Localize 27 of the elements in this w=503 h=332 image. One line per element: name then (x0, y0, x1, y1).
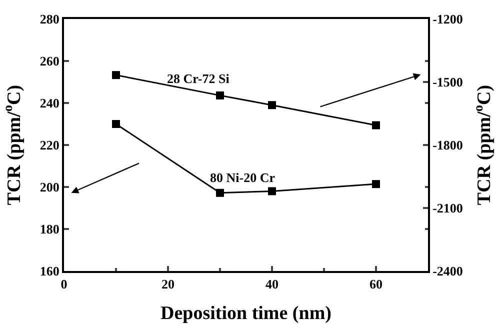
y-tick-label: 160 (40, 264, 60, 279)
y2-tick-label: -2400 (432, 264, 463, 279)
point (216, 91, 224, 100)
y2-tick-label: -1200 (432, 12, 463, 27)
x-axis-title: Deposition time (nm) (160, 302, 332, 324)
y-tick-label: 280 (40, 12, 60, 27)
y-tick-label: 180 (40, 222, 60, 237)
point (372, 180, 380, 188)
point (268, 187, 276, 196)
y2-tick-label: -1800 (432, 138, 463, 153)
y-tick-label: 240 (40, 96, 60, 111)
point (112, 71, 120, 80)
series-label: 28 Cr-72 Si (167, 71, 230, 86)
y2-tick-label: -2100 (432, 200, 463, 216)
series-label: 80 Ni-20 Cr (210, 170, 276, 185)
point (268, 101, 276, 110)
x-tick-label: 0 (60, 276, 68, 292)
x-tick-label: 60 (370, 276, 382, 292)
point (216, 188, 224, 197)
y-tick-label: 260 (40, 54, 60, 69)
x-tick-label: 20 (162, 276, 174, 292)
y-tick-label: 200 (40, 180, 60, 195)
y2-tick-label: -1500 (432, 74, 463, 90)
y-tick-label: 220 (40, 138, 60, 153)
point (112, 120, 120, 128)
point (372, 121, 380, 130)
x-tick-label: 40 (266, 276, 278, 292)
